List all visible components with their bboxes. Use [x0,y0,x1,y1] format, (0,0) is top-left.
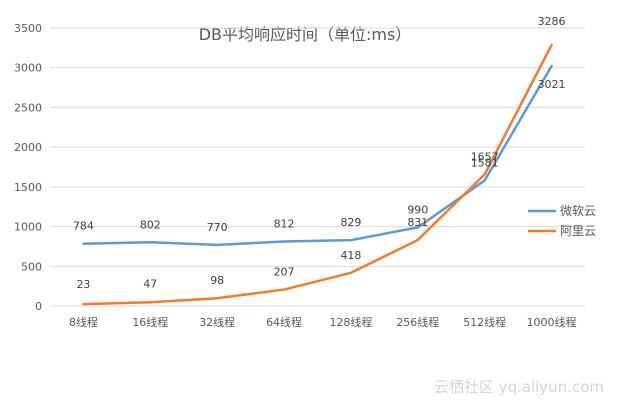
data-label: 1581 [471,156,499,169]
y-tick-label: 1500 [14,181,42,194]
y-tick-label: 500 [21,260,42,273]
data-label: 3286 [538,15,566,28]
watermark: 云栖社区 yq.aliyun.com [434,378,604,396]
x-tick-label: 256线程 [396,315,439,329]
data-label: 770 [207,221,228,234]
y-tick-label: 3500 [14,22,42,35]
y-tick-label: 1000 [14,221,42,234]
data-label: 98 [210,274,224,287]
x-tick-label: 8线程 [69,315,98,329]
x-tick-label: 512线程 [463,315,506,329]
y-tick-label: 2000 [14,141,42,154]
axes: 0 500 1000 1500 2000 2500 3000 3500 8线程 16线程 32线程 6… [14,22,585,329]
data-label: 23 [76,278,90,291]
data-label: 47 [143,277,157,290]
series-line-2 [82,43,553,306]
data-label: 990 [407,203,428,216]
y-tick-label: 0 [35,300,42,313]
data-label: 802 [140,218,161,231]
legend-label-2: 阿里云 [560,224,596,238]
data-label: 207 [274,266,295,279]
data-label: 829 [340,216,361,229]
gridlines [50,27,585,267]
data-label: 784 [73,220,94,233]
data-labels: 784 802 770 812 829 990 1581 3021 23 47 98 207 418 83… [73,15,566,291]
x-tick-label: 1000线程 [527,315,577,329]
x-tick-label: 64线程 [266,315,302,329]
legend-label-1: 微软云 [560,204,596,218]
chart-title: DB平均响应时间（单位:ms） [199,25,412,44]
data-label: 1657 [471,150,499,163]
series-lines [82,43,553,306]
y-tick-label: 3000 [14,62,42,75]
y-tick-label: 2500 [14,101,42,114]
x-tick-label: 32线程 [199,315,235,329]
data-label: 418 [340,249,361,262]
x-tick-label: 16线程 [132,315,168,329]
data-label: 812 [274,218,295,231]
data-label: 3021 [538,78,566,91]
x-tick-label: 128线程 [329,315,372,329]
series-line-1 [82,64,553,247]
data-label: 831 [407,216,428,229]
